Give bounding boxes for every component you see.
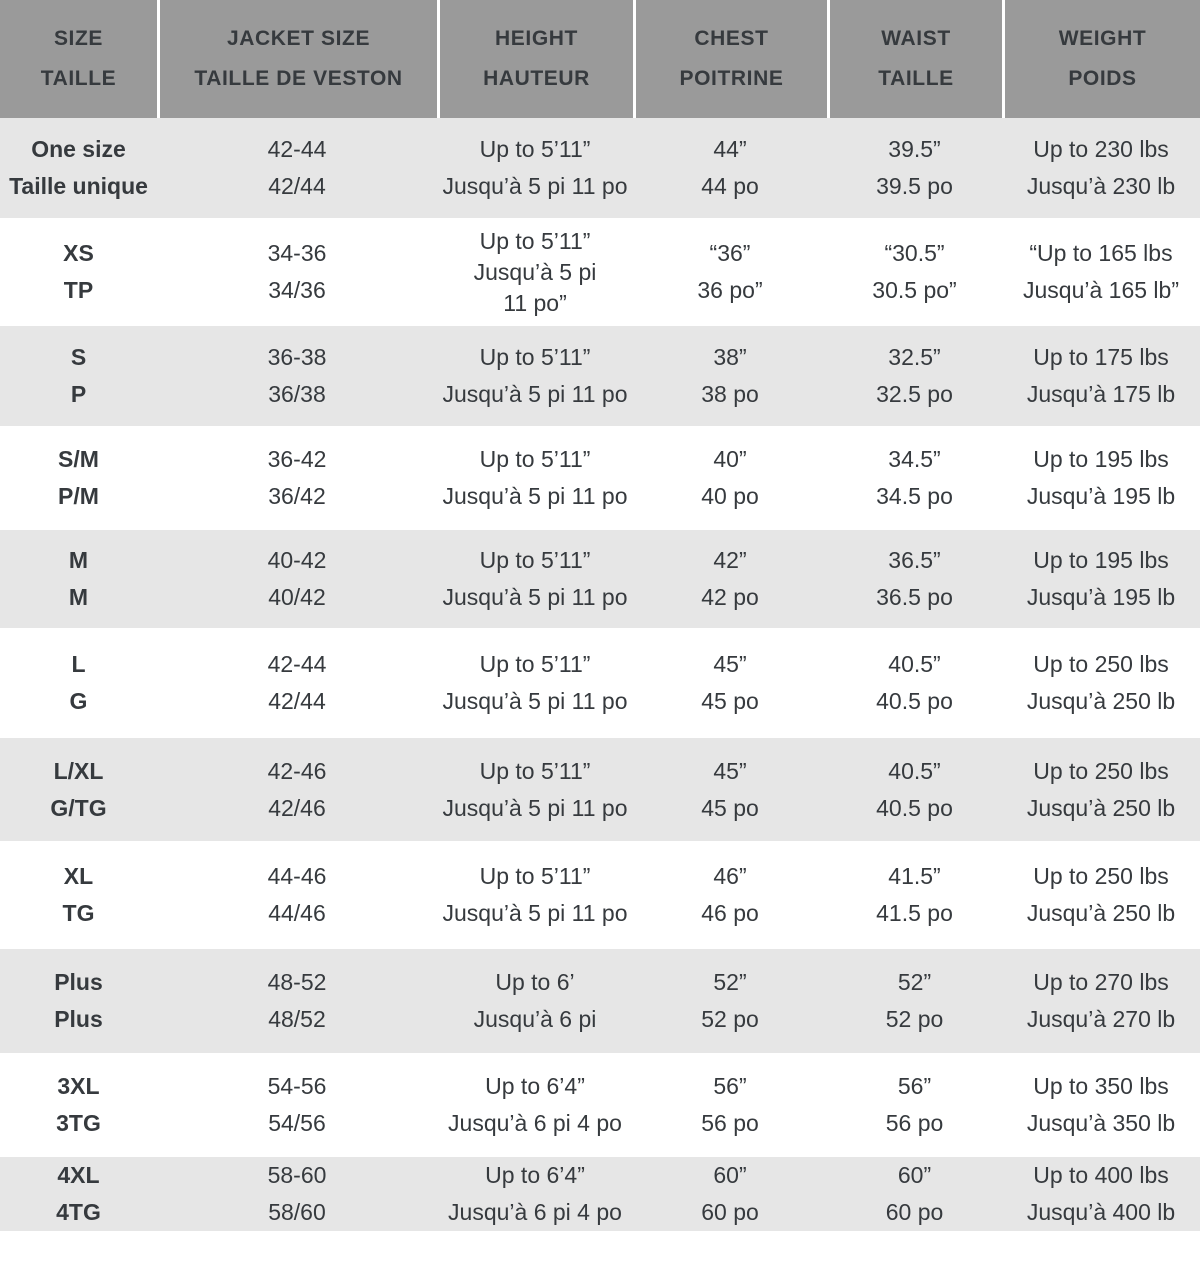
chest-cell: 42” 42 po <box>701 547 759 610</box>
jacket-size-cell: 54-56 54/56 <box>267 1073 327 1136</box>
chest-cell: “36” 36 po” <box>697 240 763 303</box>
jacket-size-cell: 36-42 36/42 <box>267 446 327 509</box>
chest-cell: 46” 46 po <box>701 863 759 926</box>
height-cell: Up to 6’ Jusqu’à 6 pi <box>473 969 597 1032</box>
jacket-size-cell: 42-44 42/44 <box>267 136 327 199</box>
table-row-lxl: L/XL G/TG 42-46 42/46 Up to 5’11” Jusqu’… <box>0 738 1200 841</box>
height-cell: Up to 5’11” Jusqu’à 5 pi 11 po <box>442 547 628 610</box>
chest-cell: 38” 38 po <box>701 344 759 407</box>
table-row-xs: XS TP 34-36 34/36 Up to 5’11” Jusqu’à 5 … <box>0 218 1200 326</box>
waist-cell: 32.5” 32.5 po <box>876 344 953 407</box>
jacket-size-cell: 42-44 42/44 <box>267 651 327 714</box>
size-cell: L G <box>69 651 88 714</box>
weight-cell: “Up to 165 lbs Jusqu’à 165 lb” <box>1023 240 1179 303</box>
table-row-3xl: 3XL 3TG 54-56 54/56 Up to 6’4” Jusqu’à 6… <box>0 1053 1200 1157</box>
chest-cell: 45” 45 po <box>701 651 759 714</box>
jacket-size-cell: 48-52 48/52 <box>267 969 327 1032</box>
weight-cell: Up to 250 lbs Jusqu’à 250 lb <box>1026 863 1176 926</box>
chest-cell: 44” 44 po <box>701 136 759 199</box>
height-cell: Up to 5’11” Jusqu’à 5 pi 11 po <box>442 344 628 407</box>
chest-cell: 60” 60 po <box>701 1162 759 1225</box>
waist-cell: 36.5” 36.5 po <box>876 547 953 610</box>
weight-cell: Up to 350 lbs Jusqu’à 350 lb <box>1026 1073 1176 1136</box>
weight-cell: Up to 400 lbs Jusqu’à 400 lb <box>1026 1162 1176 1225</box>
weight-cell: Up to 195 lbs Jusqu’à 195 lb <box>1026 547 1176 610</box>
header-jacket-size: JACKET SIZE TAILLE DE VESTON <box>157 0 437 118</box>
header-height: HEIGHT HAUTEUR <box>437 0 633 118</box>
size-cell: S P <box>70 344 87 407</box>
jacket-size-cell: 36-38 36/38 <box>267 344 327 407</box>
size-cell: L/XL G/TG <box>50 757 107 821</box>
height-cell: Up to 5’11” Jusqu’à 5 pi 11 po <box>442 136 628 199</box>
height-cell: Up to 6’4” Jusqu’à 6 pi 4 po <box>448 1162 622 1225</box>
height-cell: Up to 6’4” Jusqu’à 6 pi 4 po <box>448 1073 622 1136</box>
weight-cell: Up to 195 lbs Jusqu’à 195 lb <box>1026 446 1176 509</box>
table-row-xl: XL TG 44-46 44/46 Up to 5’11” Jusqu’à 5 … <box>0 841 1200 949</box>
size-cell: XL TG <box>62 863 95 926</box>
height-cell: Up to 5’11” Jusqu’à 5 pi 11 po <box>442 757 628 821</box>
jacket-size-cell: 58-60 58/60 <box>267 1162 327 1225</box>
waist-cell: 56” 56 po <box>885 1073 944 1136</box>
chest-cell: 56” 56 po <box>701 1073 759 1136</box>
waist-cell: 41.5” 41.5 po <box>876 863 953 926</box>
weight-cell: Up to 250 lbs Jusqu’à 250 lb <box>1026 757 1176 821</box>
header-weight: WEIGHT POIDS <box>1002 0 1200 118</box>
size-cell: One size Taille unique <box>9 136 148 199</box>
size-cell: 3XL 3TG <box>56 1073 101 1136</box>
chest-cell: 45” 45 po <box>701 757 759 821</box>
table-header-row: SIZE TAILLE JACKET SIZE TAILLE DE VESTON… <box>0 0 1200 118</box>
jacket-size-cell: 40-42 40/42 <box>267 547 327 610</box>
jacket-size-cell: 44-46 44/46 <box>267 863 327 926</box>
height-cell: Up to 5’11” Jusqu’à 5 pi 11 po <box>442 651 628 714</box>
size-cell: M M <box>68 547 89 610</box>
table-row-4xl: 4XL 4TG 58-60 58/60 Up to 6’4” Jusqu’à 6… <box>0 1157 1200 1231</box>
table-row-plus: Plus Plus 48-52 48/52 Up to 6’ Jusqu’à 6… <box>0 949 1200 1053</box>
height-cell: Up to 5’11” Jusqu’à 5 pi 11 po <box>442 446 628 509</box>
chest-cell: 52” 52 po <box>701 969 759 1032</box>
table-row-one-size: One size Taille unique 42-44 42/44 Up to… <box>0 118 1200 218</box>
waist-cell: “30.5” 30.5 po” <box>872 240 957 303</box>
weight-cell: Up to 175 lbs Jusqu’à 175 lb <box>1026 344 1176 407</box>
jacket-size-cell: 42-46 42/46 <box>267 757 327 821</box>
waist-cell: 52” 52 po <box>885 969 944 1032</box>
size-cell: XS TP <box>63 240 94 303</box>
chest-cell: 40” 40 po <box>701 446 759 509</box>
weight-cell: Up to 250 lbs Jusqu’à 250 lb <box>1026 651 1176 714</box>
waist-cell: 40.5” 40.5 po <box>876 651 953 714</box>
table-row-m: M M 40-42 40/42 Up to 5’11” Jusqu’à 5 pi… <box>0 530 1200 628</box>
weight-cell: Up to 270 lbs Jusqu’à 270 lb <box>1026 969 1176 1032</box>
waist-cell: 60” 60 po <box>885 1162 944 1225</box>
table-row-sm: S/M P/M 36-42 36/42 Up to 5’11” Jusqu’à … <box>0 426 1200 530</box>
waist-cell: 39.5” 39.5 po <box>876 136 953 199</box>
size-cell: Plus Plus <box>54 969 103 1032</box>
header-size: SIZE TAILLE <box>40 27 117 90</box>
weight-cell: Up to 230 lbs Jusqu’à 230 lb <box>1026 136 1176 199</box>
header-chest: CHEST POITRINE <box>633 0 827 118</box>
waist-cell: 40.5” 40.5 po <box>876 757 953 821</box>
size-cell: 4XL 4TG <box>56 1162 101 1225</box>
table-row-s: S P 36-38 36/38 Up to 5’11” Jusqu’à 5 pi… <box>0 326 1200 426</box>
table-row-l: L G 42-44 42/44 Up to 5’11” Jusqu’à 5 pi… <box>0 628 1200 738</box>
height-cell: Up to 5’11” Jusqu’à 5 pi 11 po” <box>473 227 597 316</box>
size-cell: S/M P/M <box>58 446 99 509</box>
header-waist: WAIST TAILLE <box>827 0 1002 118</box>
jacket-size-cell: 34-36 34/36 <box>267 240 327 303</box>
height-cell: Up to 5’11” Jusqu’à 5 pi 11 po <box>442 863 628 926</box>
waist-cell: 34.5” 34.5 po <box>876 446 953 509</box>
